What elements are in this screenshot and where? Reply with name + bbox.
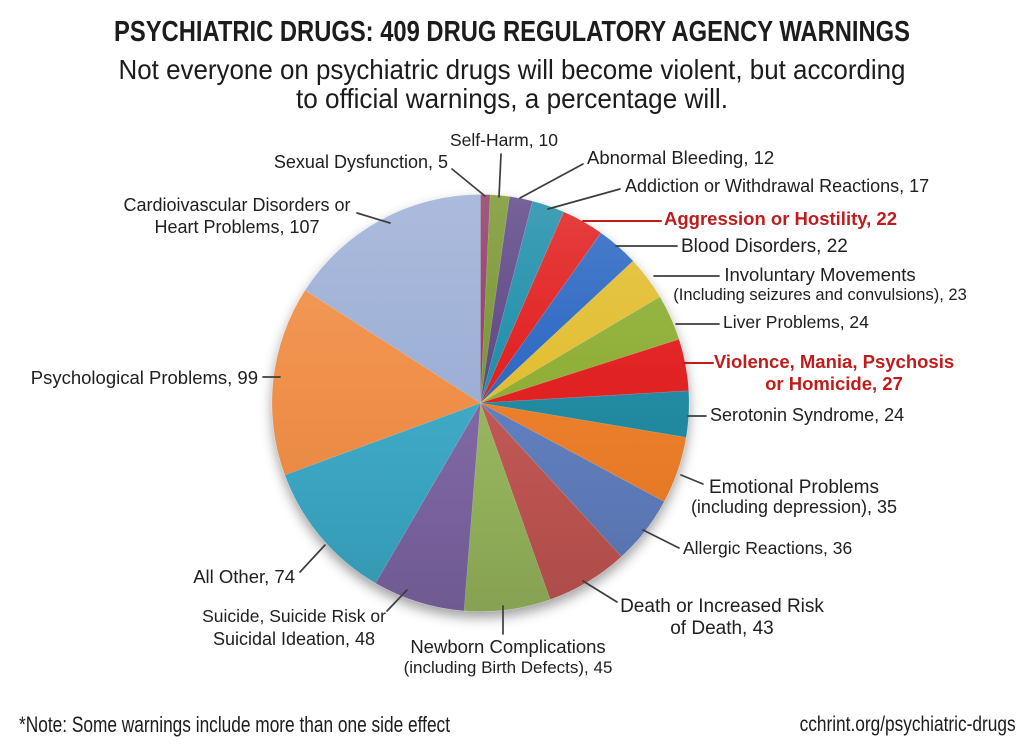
leader-line-cardioivascular-disorders-or-heart-problems [356, 212, 391, 224]
source-url: cchrint.org/psychiatric-drugs [799, 713, 1016, 736]
slice-label-emotional-problems: Emotional Problems [708, 477, 880, 498]
slice-label-death-or-increased-risk-of-death-line2: of Death, 43 [670, 618, 774, 639]
slice-label-blood-disorders: Blood Disorders, 22 [681, 236, 848, 257]
slice-label-suicide-suicide-risk-or-suicidal-ideation-line2: Suicidal Ideation, 48 [212, 629, 376, 649]
leader-line-abnormal-bleeding [519, 163, 584, 199]
leader-line-death-or-increased-risk-of-death [582, 580, 618, 603]
slice-label-violence-mania-psychosis-or-homicide: Violence, Mania, Psychosis [713, 351, 955, 372]
slice-label-addiction-or-withdrawal-reactions: Addiction or Withdrawal Reactions, 17 [625, 176, 930, 196]
chart-subtitle-line2: to official warnings, a percentage will. [296, 83, 728, 114]
slice-label-psychological-problems: Psychological Problems, 99 [30, 367, 258, 388]
leader-line-suicide-suicide-risk-or-suicidal-ideation [386, 589, 408, 612]
slice-label-abnormal-bleeding: Abnormal Bleeding, 12 [587, 147, 775, 168]
slice-label-aggression-or-hostility: Aggression or Hostility, 22 [664, 208, 898, 229]
slice-label-involuntary-movements: Involuntary Movements [724, 264, 916, 285]
slice-label-newborn-complications: Newborn Complications [410, 636, 606, 657]
leader-line-allergic-reactions [642, 529, 680, 549]
slice-label-emotional-problems-line2: (including depression), 35 [690, 497, 898, 517]
slice-label-cardioivascular-disorders-or-heart-problems: Cardioivascular Disorders or [123, 195, 351, 215]
footnote: *Note: Some warnings include more than o… [19, 712, 451, 737]
slice-label-involuntary-movements-line2: (Including seizures and convulsions), 23 [673, 286, 967, 304]
slice-label-sexual-dysfunction: Sexual Dysfunction, 5 [273, 152, 448, 172]
slice-label-suicide-suicide-risk-or-suicidal-ideation: Suicide, Suicide Risk or [202, 606, 386, 626]
slice-label-newborn-complications-line2: (including Birth Defects), 45 [403, 658, 613, 677]
slice-label-cardioivascular-disorders-or-heart-problems-line2: Heart Problems, 107 [154, 217, 320, 237]
slice-label-liver-problems: Liver Problems, 24 [723, 312, 869, 332]
chart-subtitle-line1: Not everyone on psychiatric drugs will b… [118, 54, 906, 85]
leader-line-emotional-problems [680, 474, 704, 485]
slice-label-violence-mania-psychosis-or-homicide-line2: or Homicide, 27 [765, 373, 903, 394]
slice-label-self-harm: Self-Harm, 10 [450, 130, 558, 150]
chart-title: PSYCHIATRIC DRUGS: 409 DRUG REGULATORY A… [114, 16, 910, 48]
leader-line-self-harm [498, 153, 502, 198]
pie-slices-group [271, 194, 690, 612]
leader-line-all-other [299, 544, 326, 573]
leader-lines-group [262, 153, 720, 635]
leader-line-addiction-or-withdrawal-reactions [547, 188, 621, 210]
slice-label-serotonin-syndrome: Serotonin Syndrome, 24 [710, 405, 905, 425]
leader-line-sexual-dysfunction [451, 168, 486, 197]
slice-label-death-or-increased-risk-of-death: Death or Increased Risk [620, 596, 824, 617]
slice-label-allergic-reactions: Allergic Reactions, 36 [683, 538, 853, 558]
slice-label-all-other: All Other, 74 [193, 566, 295, 587]
